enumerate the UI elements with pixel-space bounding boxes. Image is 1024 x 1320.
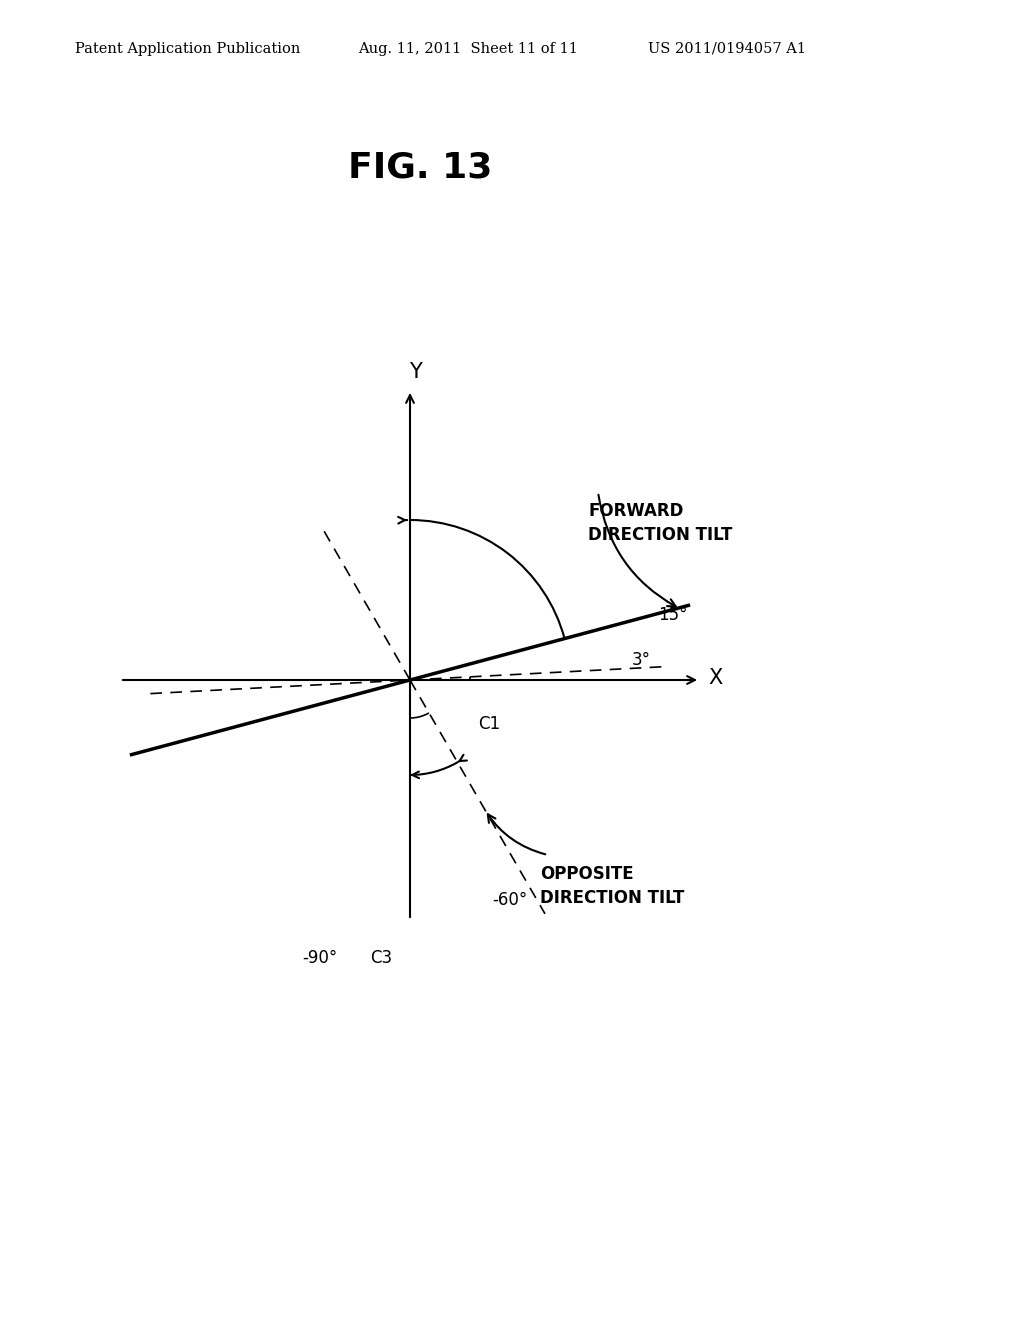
- Text: 3°: 3°: [632, 651, 651, 669]
- Text: OPPOSITE
DIRECTION TILT: OPPOSITE DIRECTION TILT: [540, 865, 684, 907]
- Text: US 2011/0194057 A1: US 2011/0194057 A1: [648, 42, 806, 55]
- Text: -60°: -60°: [492, 891, 527, 909]
- Text: 15°: 15°: [658, 606, 687, 624]
- Text: Y: Y: [409, 362, 422, 381]
- Text: C1: C1: [478, 715, 500, 733]
- Text: Patent Application Publication: Patent Application Publication: [75, 42, 300, 55]
- Text: Aug. 11, 2011  Sheet 11 of 11: Aug. 11, 2011 Sheet 11 of 11: [358, 42, 578, 55]
- Text: FORWARD
DIRECTION TILT: FORWARD DIRECTION TILT: [588, 502, 732, 544]
- Text: X: X: [708, 668, 722, 688]
- Text: -90°: -90°: [302, 949, 337, 968]
- Text: C3: C3: [370, 949, 392, 968]
- Text: FIG. 13: FIG. 13: [348, 150, 493, 183]
